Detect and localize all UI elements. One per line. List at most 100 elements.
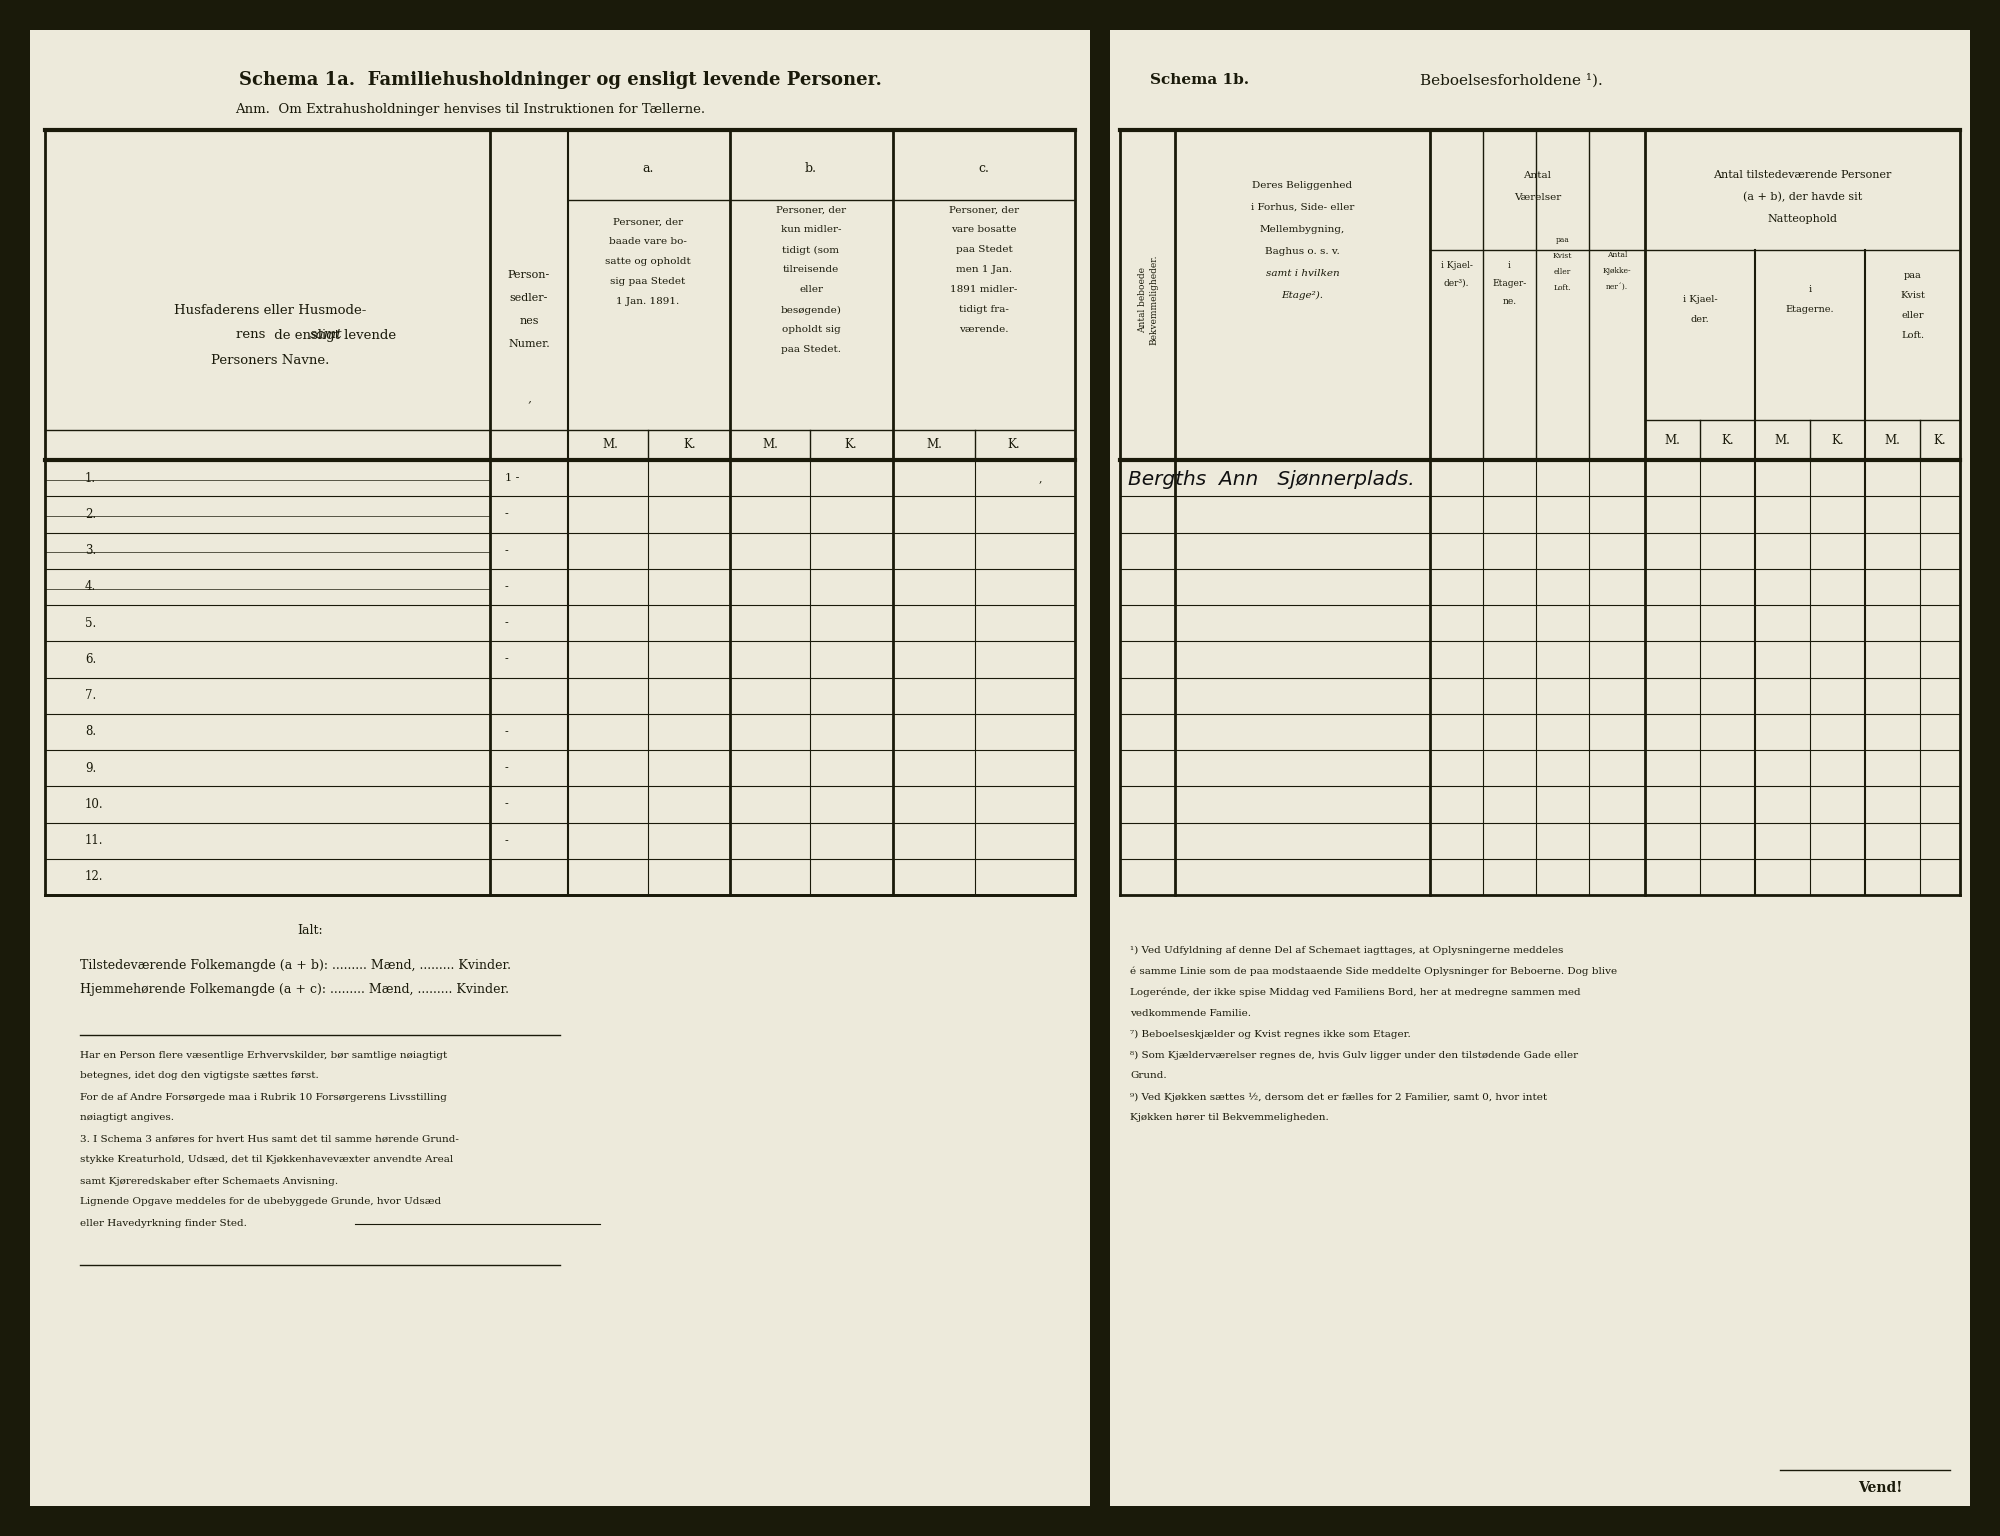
Text: -: - [504, 763, 508, 773]
Text: 1 Jan. 1891.: 1 Jan. 1891. [616, 298, 680, 307]
Text: ner´).: ner´). [1606, 283, 1628, 290]
Text: Grund.: Grund. [1130, 1072, 1166, 1080]
Text: Person-: Person- [508, 270, 550, 280]
Text: 1891 midler-: 1891 midler- [950, 286, 1018, 295]
Text: ⁸) Som Kjælderværelser regnes de, hvis Gulv ligger under den tilstødende Gade el: ⁸) Som Kjælderværelser regnes de, hvis G… [1130, 1051, 1578, 1060]
Text: M.: M. [1884, 433, 1900, 447]
Text: Natteophold: Natteophold [1768, 214, 1838, 224]
Text: Etagerne.: Etagerne. [1786, 306, 1834, 315]
Text: -: - [504, 582, 508, 591]
Text: vare bosatte: vare bosatte [952, 226, 1016, 235]
Text: 5.: 5. [84, 616, 96, 630]
Text: 8.: 8. [84, 725, 96, 739]
Text: Kjøkken hører til Bekvemmeligheden.: Kjøkken hører til Bekvemmeligheden. [1130, 1114, 1328, 1123]
Text: Personer, der: Personer, der [776, 206, 846, 215]
Text: Deres Beliggenhed: Deres Beliggenhed [1252, 181, 1352, 189]
Text: der³).: der³). [1444, 278, 1470, 287]
Text: Tilstedeværende Folkemangde (a + b): ......... Mænd, ......... Kvinder.: Tilstedeværende Folkemangde (a + b): ...… [80, 958, 512, 971]
Text: K.: K. [1008, 438, 1020, 450]
Text: Loft.: Loft. [1900, 330, 1924, 339]
Text: -: - [504, 545, 508, 556]
Text: -: - [504, 836, 508, 846]
Text: -: - [504, 617, 508, 628]
Text: eller: eller [1902, 310, 1924, 319]
Text: 3. I Schema 3 anføres for hvert Hus samt det til samme hørende Grund-: 3. I Schema 3 anføres for hvert Hus samt… [80, 1135, 458, 1143]
Text: 3.: 3. [84, 544, 96, 558]
Text: tidigt (som: tidigt (som [782, 246, 840, 255]
Text: ’: ’ [528, 399, 530, 410]
Text: paa: paa [1556, 237, 1570, 244]
Text: satte og opholdt: satte og opholdt [606, 258, 690, 267]
Text: Antal: Antal [1606, 250, 1628, 260]
Bar [30, 31, 1090, 1505]
Text: Værelser: Værelser [1514, 192, 1562, 201]
Text: eller: eller [800, 286, 824, 295]
Text: rens: rens [236, 329, 270, 341]
Text: Antal tilstedeværende Personer: Antal tilstedeværende Personer [1714, 170, 1892, 180]
Text: samt Kjøreredskaber efter Schemaets Anvisning.: samt Kjøreredskaber efter Schemaets Anvi… [80, 1177, 338, 1186]
Text: Antal: Antal [1524, 170, 1552, 180]
Text: i: i [1508, 261, 1510, 269]
Text: 1.: 1. [84, 472, 96, 485]
Text: Personer, der: Personer, der [612, 218, 684, 226]
Text: Mellembygning,: Mellembygning, [1260, 224, 1346, 233]
Text: paa: paa [1904, 270, 1922, 280]
Text: (a + b), der havde sit: (a + b), der havde sit [1742, 192, 1862, 203]
Text: vedkommende Familie.: vedkommende Familie. [1130, 1009, 1252, 1017]
Text: nes: nes [520, 316, 538, 326]
Text: i Forhus, Side- eller: i Forhus, Side- eller [1250, 203, 1354, 212]
Text: stykke Kreaturhold, Udsæd, det til Kjøkkenhavevæxter anvendte Areal: stykke Kreaturhold, Udsæd, det til Kjøkk… [80, 1155, 454, 1164]
Text: ⁷) Beboelseskjælder og Kvist regnes ikke som Etager.: ⁷) Beboelseskjælder og Kvist regnes ikke… [1130, 1029, 1410, 1038]
Text: Kvist: Kvist [1552, 252, 1572, 260]
Text: 9.: 9. [84, 762, 96, 774]
Text: Personer, der: Personer, der [948, 206, 1020, 215]
Text: -: - [504, 799, 508, 809]
Text: 4.: 4. [84, 581, 96, 593]
Text: 11.: 11. [84, 834, 104, 848]
Text: samt: samt [310, 329, 342, 341]
Text: 2.: 2. [84, 508, 96, 521]
Text: 10.: 10. [84, 797, 104, 811]
Text: Har en Person flere væsentlige Erhvervskilder, bør samtlige nøiagtigt: Har en Person flere væsentlige Erhvervsk… [80, 1051, 448, 1060]
Text: Hjemmehørende Folkemangde (a + c): ......... Mænd, ......... Kvinder.: Hjemmehørende Folkemangde (a + c): .....… [80, 983, 508, 997]
Bar [1110, 31, 1970, 1505]
Text: Numer.: Numer. [508, 339, 550, 349]
Text: Etager-: Etager- [1492, 278, 1526, 287]
Text: samt i hvilken: samt i hvilken [1266, 269, 1340, 278]
Text: Schema 1a.  Familiehusholdninger og ensligt levende Personer.: Schema 1a. Familiehusholdninger og ensli… [238, 71, 882, 89]
Text: Kvist: Kvist [1900, 290, 1924, 300]
Text: ,: , [1038, 473, 1042, 484]
Text: besøgende): besøgende) [780, 306, 842, 315]
Text: c.: c. [978, 161, 990, 175]
Text: Logerénde, der ikke spise Middag ved Familiens Bord, her at medregne sammen med: Logerénde, der ikke spise Middag ved Fam… [1130, 988, 1580, 997]
Text: paa Stedet: paa Stedet [956, 246, 1012, 255]
Text: M.: M. [762, 438, 778, 450]
Text: ne.: ne. [1502, 296, 1516, 306]
Text: -: - [504, 654, 508, 665]
Text: M.: M. [1774, 433, 1790, 447]
Text: sig paa Stedet: sig paa Stedet [610, 278, 686, 287]
Text: i Kjael-: i Kjael- [1682, 295, 1718, 304]
Text: 12.: 12. [84, 871, 104, 883]
Text: Kjøkke-: Kjøkke- [1602, 267, 1632, 275]
Text: Anm.  Om Extrahusholdninger henvises til Instruktionen for Tællerne.: Anm. Om Extrahusholdninger henvises til … [234, 103, 706, 117]
Text: M.: M. [926, 438, 942, 450]
Text: K.: K. [1832, 433, 1844, 447]
Text: Beboelsesforholdene ¹).: Beboelsesforholdene ¹). [1420, 72, 1602, 88]
Text: men 1 Jan.: men 1 Jan. [956, 266, 1012, 275]
Text: M.: M. [1664, 433, 1680, 447]
Text: 6.: 6. [84, 653, 96, 667]
Text: -: - [504, 510, 508, 519]
Text: tidigt fra-: tidigt fra- [960, 306, 1008, 315]
Text: é samme Linie som de paa modstaaende Side meddelte Oplysninger for Beboerne. Dog: é samme Linie som de paa modstaaende Sid… [1130, 966, 1618, 975]
Text: nøiagtigt angives.: nøiagtigt angives. [80, 1114, 174, 1123]
Text: Schema 1b.: Schema 1b. [1150, 74, 1250, 88]
Text: Etage²).: Etage²). [1282, 290, 1324, 300]
Text: K.: K. [844, 438, 858, 450]
Text: Vend!: Vend! [1858, 1481, 1902, 1495]
Text: a.: a. [642, 161, 654, 175]
Text: ¹) Ved Udfyldning af denne Del af Schemaet iagttages, at Oplysningerne meddeles: ¹) Ved Udfyldning af denne Del af Schema… [1130, 946, 1564, 954]
Text: 1 -: 1 - [504, 473, 520, 484]
Text: sedler-: sedler- [510, 293, 548, 303]
Text: eller: eller [1554, 267, 1572, 276]
